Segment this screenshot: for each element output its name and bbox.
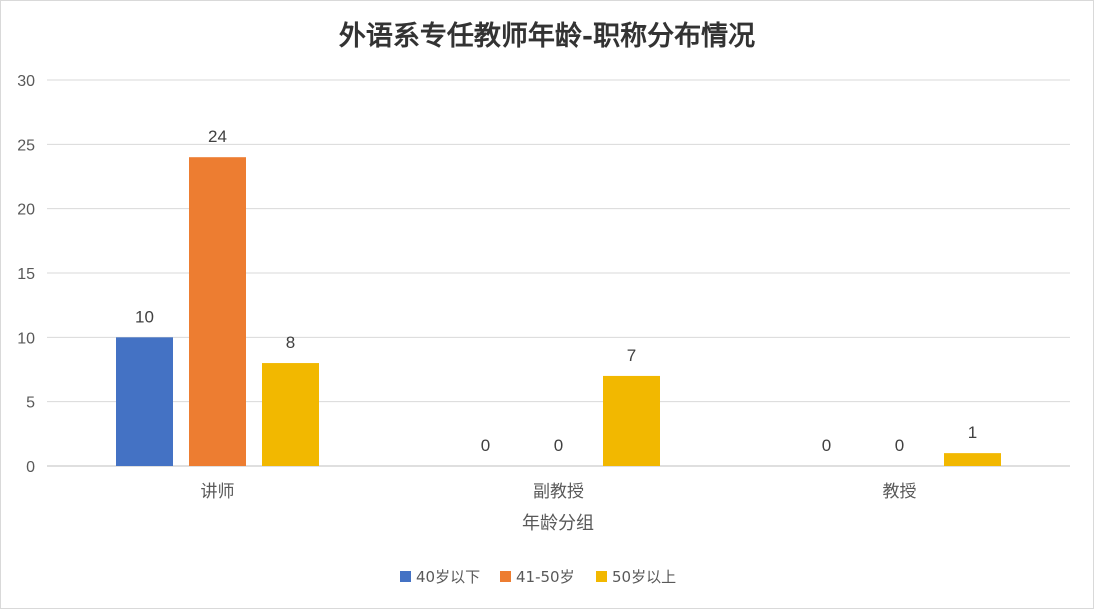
legend-item[interactable]: 50岁以上	[596, 568, 676, 586]
bar-讲师-40岁以下	[116, 337, 173, 466]
legend-item[interactable]: 40岁以下	[400, 568, 480, 586]
bar-讲师-41-50岁	[189, 157, 246, 466]
x-category-label: 副教授	[533, 482, 584, 502]
legend[interactable]: 40岁以下 41-50岁 50岁以上	[400, 568, 676, 586]
y-tick-label: 0	[26, 459, 35, 476]
y-tick-label: 15	[17, 266, 35, 283]
x-axis-categories: 讲师 副教授 教授	[201, 482, 917, 502]
data-label: 0	[895, 436, 904, 455]
legend-label: 50岁以上	[612, 568, 676, 586]
data-label: 0	[822, 436, 831, 455]
legend-swatch	[500, 571, 511, 582]
legend-item[interactable]: 41-50岁	[500, 568, 575, 586]
bar-副教授-50岁以上	[603, 375, 660, 466]
data-label: 7	[627, 346, 636, 365]
data-labels: 10 24 8 0 0 7 0 0 1	[135, 127, 977, 455]
data-label: 10	[135, 307, 154, 326]
x-axis-title: 年龄分组	[522, 513, 594, 534]
y-tick-label: 25	[17, 137, 35, 154]
y-tick-label: 20	[17, 202, 35, 219]
data-label: 8	[286, 333, 295, 352]
y-tick-label: 5	[26, 395, 35, 412]
legend-swatch	[400, 571, 411, 582]
chart-title: 外语系专任教师年龄-职称分布情况	[339, 20, 755, 52]
y-axis-ticks: 0 5 10 15 20 25 30	[17, 73, 35, 476]
bar-教授-50岁以上	[944, 453, 1001, 466]
data-label: 0	[554, 436, 563, 455]
bars	[116, 157, 1001, 466]
data-label: 1	[968, 423, 977, 442]
data-label: 24	[208, 127, 227, 146]
legend-label: 41-50岁	[516, 568, 575, 586]
y-tick-label: 10	[17, 330, 35, 347]
data-label: 0	[481, 436, 490, 455]
y-tick-label: 30	[17, 73, 35, 90]
bar-讲师-50岁以上	[262, 363, 319, 466]
x-category-label: 教授	[883, 482, 917, 502]
x-category-label: 讲师	[201, 482, 235, 502]
legend-label: 40岁以下	[416, 568, 480, 586]
legend-swatch	[596, 571, 607, 582]
